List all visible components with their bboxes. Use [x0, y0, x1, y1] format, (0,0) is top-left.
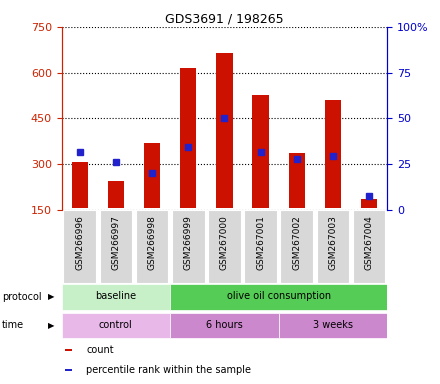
Text: baseline: baseline: [95, 291, 136, 301]
Bar: [208, 210, 241, 283]
Bar: [180, 68, 196, 208]
Bar: [280, 210, 313, 283]
Text: GSM267004: GSM267004: [365, 215, 374, 270]
Bar: [136, 210, 169, 283]
Bar: [244, 210, 277, 283]
Text: GSM267000: GSM267000: [220, 215, 229, 270]
Text: GSM267003: GSM267003: [328, 215, 337, 270]
Bar: [361, 199, 377, 208]
Bar: [172, 210, 205, 283]
Title: GDS3691 / 198265: GDS3691 / 198265: [165, 13, 284, 26]
Text: control: control: [99, 320, 133, 330]
Text: protocol: protocol: [2, 292, 42, 302]
Text: GSM266997: GSM266997: [111, 215, 121, 270]
Bar: [353, 210, 385, 283]
Bar: [279, 313, 387, 338]
Text: GSM267001: GSM267001: [256, 215, 265, 270]
Text: GSM266999: GSM266999: [184, 215, 193, 270]
Bar: [62, 313, 170, 338]
Text: time: time: [2, 320, 24, 330]
Text: GSM267002: GSM267002: [292, 215, 301, 270]
Text: GSM266996: GSM266996: [75, 215, 84, 270]
Text: olive oil consumption: olive oil consumption: [227, 291, 331, 301]
Bar: [253, 95, 269, 208]
Text: percentile rank within the sample: percentile rank within the sample: [86, 365, 251, 375]
Bar: [144, 142, 160, 208]
Bar: [62, 284, 170, 310]
Bar: [216, 53, 232, 208]
Bar: [170, 284, 387, 310]
Text: 6 hours: 6 hours: [206, 320, 243, 330]
Bar: [72, 162, 88, 208]
Bar: [325, 100, 341, 208]
Bar: [63, 210, 96, 283]
Text: GSM266998: GSM266998: [147, 215, 157, 270]
Bar: [99, 210, 132, 283]
Text: ▶: ▶: [48, 292, 55, 301]
Bar: [65, 349, 72, 351]
Bar: [317, 210, 349, 283]
Text: count: count: [86, 345, 114, 355]
Bar: [289, 153, 305, 208]
Text: 3 weeks: 3 weeks: [313, 320, 353, 330]
Bar: [170, 313, 279, 338]
Bar: [65, 369, 72, 371]
Text: ▶: ▶: [48, 321, 55, 330]
Bar: [108, 181, 124, 208]
